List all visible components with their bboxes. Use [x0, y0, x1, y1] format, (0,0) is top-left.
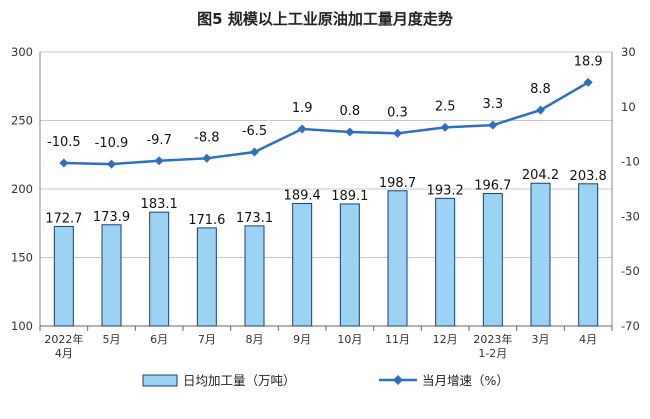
x-tick-label: 10月	[337, 333, 362, 346]
line-data-label: 18.9	[574, 54, 603, 69]
x-tick-label: 1-2月	[478, 347, 507, 360]
bar-data-label: 203.8	[570, 169, 607, 184]
bar	[339, 203, 360, 327]
y-right-tick-label: -10	[621, 155, 640, 169]
y-left-tick-label: 100	[11, 319, 33, 333]
bar-data-label: 189.4	[284, 189, 321, 204]
y-right-tick-label: -30	[621, 209, 640, 223]
line-data-label: 2.5	[435, 99, 456, 114]
y-left-tick-label: 150	[11, 251, 33, 265]
x-tick-label: 2022年	[44, 332, 83, 346]
y-left-tick-label: 200	[11, 182, 33, 196]
line-marker	[583, 77, 593, 87]
x-tick-label: 4月	[55, 347, 73, 360]
y-right-tick-label: -50	[621, 264, 640, 278]
bar-data-label: 172.7	[45, 211, 82, 226]
y-right-tick-label: -70	[621, 319, 640, 333]
line-marker	[154, 156, 164, 166]
bar	[530, 182, 551, 327]
bar-data-label: 193.2	[427, 183, 464, 198]
legend-marker	[393, 375, 403, 385]
bar	[387, 190, 408, 327]
chart-title: 图5 规模以上工业原油加工量月度走势	[197, 10, 453, 28]
x-tick-label: 8月	[246, 333, 264, 346]
bar	[149, 211, 170, 327]
legend-label-line: 当月增速（%）	[422, 373, 509, 388]
legend-label-bar: 日均加工量（万吨）	[183, 373, 296, 388]
x-tick-label: 5月	[103, 333, 121, 346]
line-data-label: 8.8	[530, 82, 551, 97]
x-tick-label: 6月	[150, 333, 168, 346]
x-tick-label: 12月	[433, 333, 458, 346]
line-marker	[488, 120, 498, 130]
x-tick-label: 3月	[532, 333, 550, 346]
bar-data-label: 196.7	[474, 179, 511, 194]
line-marker	[345, 127, 355, 137]
bar-data-label: 171.6	[188, 213, 225, 228]
bar-data-label: 173.9	[93, 210, 130, 225]
y-left-tick-label: 250	[11, 114, 33, 128]
line-marker	[536, 105, 545, 115]
line-marker	[297, 124, 307, 134]
bar	[53, 225, 74, 327]
line-data-label: -8.8	[194, 130, 219, 145]
legend: 日均加工量（万吨） 当月增速（%）	[142, 373, 509, 388]
line-marker	[393, 128, 402, 138]
bar-data-label: 189.1	[331, 189, 368, 204]
line-marker	[202, 153, 212, 163]
line-data-label: 0.8	[339, 104, 360, 119]
bar	[101, 224, 122, 327]
x-tick-label: 7月	[198, 333, 216, 346]
line-marker	[250, 147, 259, 157]
legend-swatch-bar	[142, 374, 178, 387]
x-tick-label: 2023年	[473, 332, 512, 346]
bar-data-label: 198.7	[379, 176, 416, 191]
bar	[482, 193, 503, 327]
line-marker	[59, 158, 69, 168]
line-data-label: -6.5	[242, 124, 267, 139]
bar-series: 172.7 173.9 183.1 171.6 173.1 189.4 189.1 198.7…	[45, 168, 607, 327]
bar	[292, 203, 313, 327]
x-tick-label: 4月	[579, 333, 597, 346]
bar-data-label: 204.2	[522, 168, 559, 183]
bar	[196, 227, 217, 327]
y-right-tick-label: 30	[621, 45, 636, 59]
y-left-tick-label: 300	[11, 45, 33, 59]
bar-data-label: 183.1	[141, 197, 178, 212]
line-marker	[107, 159, 116, 169]
line-data-label: 1.9	[292, 101, 313, 116]
bar-data-label: 173.1	[236, 211, 273, 226]
x-tick-label: 11月	[385, 333, 410, 346]
x-tick-label: 9月	[293, 333, 311, 346]
grid-lines	[40, 51, 612, 258]
growth-line	[63, 81, 589, 166]
line-marker	[440, 122, 450, 132]
line-data-label: -9.7	[146, 133, 171, 148]
y-right-tick-label: 10	[621, 100, 636, 114]
line-series: -10.5 -10.9 -9.7 -8.8 -6.5 1.9 0.8 0.3 2.5 3.3 8.8…	[47, 54, 603, 169]
bar	[578, 183, 599, 327]
line-data-label: 3.3	[482, 97, 503, 112]
line-data-label: 0.3	[387, 105, 408, 120]
line-data-label: -10.5	[47, 135, 81, 150]
bar	[435, 197, 456, 327]
axes: 100 150 200 250 300 -70 -50 -30 -10 10 30	[11, 45, 640, 333]
line-data-label: -10.9	[95, 136, 129, 151]
bar	[244, 225, 265, 327]
